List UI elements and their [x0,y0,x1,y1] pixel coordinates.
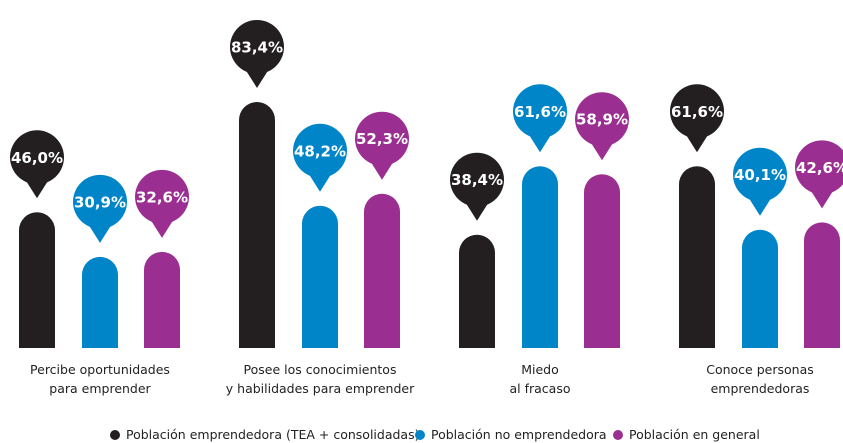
label-pin [685,133,709,153]
label-pin [513,84,567,139]
value-label: 48,2% [294,142,346,160]
x-tick-label: Miedo al fracaso [509,362,571,396]
legend-label: Población no emprendedora [431,427,607,442]
legend-marker [110,430,120,440]
label-pin [810,189,834,209]
bar [679,166,715,348]
value-label: 40,1% [734,166,786,184]
value-label: 32,6% [136,188,188,206]
bar [742,229,778,348]
label-pin [733,147,787,202]
label-pin [370,160,394,180]
value-label: 46,0% [11,149,63,167]
label-pin [88,223,112,243]
label-pin [450,152,504,207]
bar [364,193,400,348]
x-tick-label: Posee los conocimientos y habilidades pa… [225,362,415,396]
bar [459,234,495,348]
bar [804,222,840,348]
label-pin [670,84,724,139]
value-label: 58,9% [576,111,628,129]
label-pin [135,169,189,224]
bar [144,251,180,348]
legend-label: Población en general [629,427,760,442]
label-pin [528,133,552,153]
label-pin [590,141,614,161]
bar [522,166,558,348]
value-label: 61,6% [514,103,566,121]
value-label: 30,9% [74,193,126,211]
label-pin [293,123,347,178]
legend-label: Población emprendedora (TEA + consolidad… [126,427,420,442]
value-label: 38,4% [451,171,503,189]
label-pin [748,196,772,216]
label-pin [465,201,489,221]
x-tick-label: Conoce personas emprendedoras [706,362,814,396]
bar [19,212,55,348]
label-pin [230,19,284,74]
legend-marker [415,430,425,440]
legend-item: Población emprendedora (TEA + consolidad… [110,427,419,442]
value-label: 83,4% [231,38,283,56]
value-label: 42,6% [796,159,843,177]
label-pin [575,92,629,147]
value-label: 52,3% [356,130,408,148]
bar [584,174,620,348]
label-pin [355,111,409,166]
label-pin [308,172,332,192]
bar [82,256,118,348]
label-pin [25,179,49,199]
label-pin [245,68,269,88]
value-label: 61,6% [671,103,723,121]
label-pin [795,140,843,195]
bar [239,101,275,348]
x-tick-label: Percibe oportunidades para emprender [30,362,170,396]
label-pin [150,218,174,238]
legend-item: Población en general [613,427,760,442]
legend-marker [613,430,623,440]
label-pin [10,130,64,185]
legend-item: Población no emprendedora [415,427,607,442]
label-pin [73,174,127,229]
bar [302,205,338,348]
